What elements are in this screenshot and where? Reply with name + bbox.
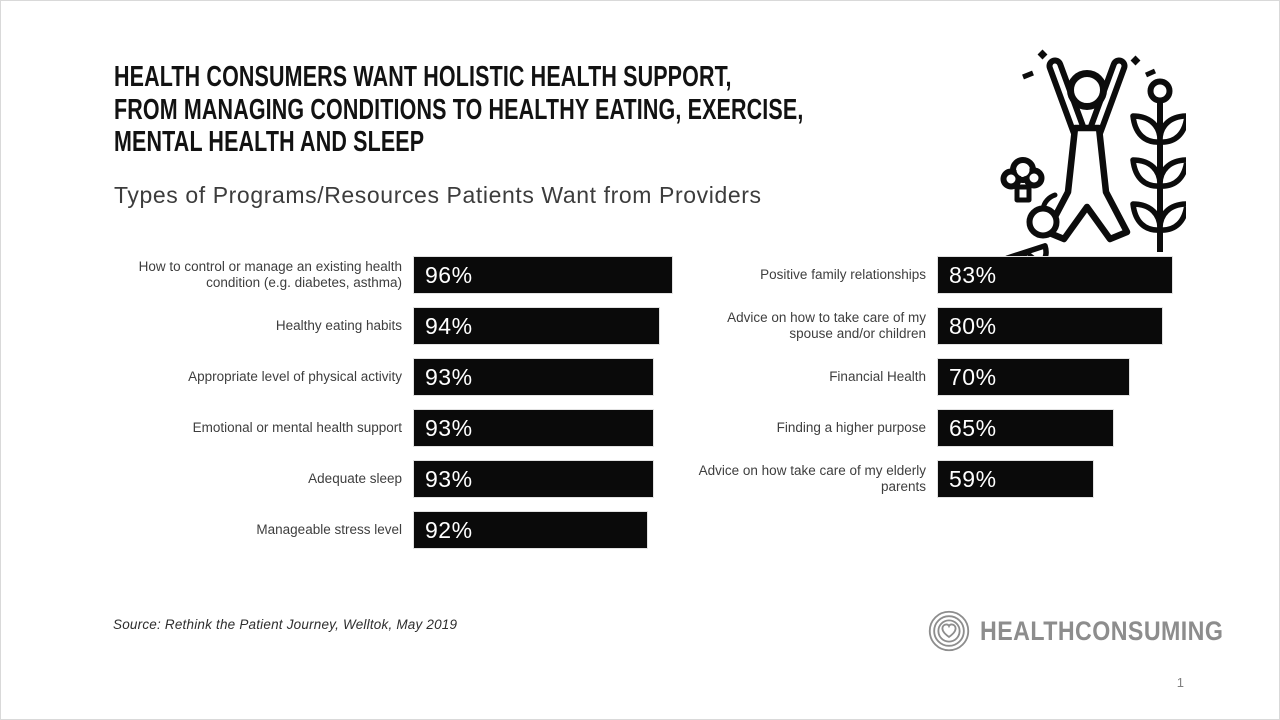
bar-row: Emotional or mental health support 93%: [101, 409, 672, 447]
bar: 93%: [413, 409, 654, 447]
bar-row: Advice on how to take care of my spouse …: [673, 307, 1172, 345]
bar-row: Financial Health 70%: [673, 358, 1172, 396]
bar-value: 94%: [425, 312, 473, 339]
bar: 96%: [413, 256, 673, 294]
bar-label: Advice on how to take care of my spouse …: [727, 309, 926, 342]
bar: 93%: [413, 460, 654, 498]
bar: 59%: [937, 460, 1094, 498]
bar-row: Healthy eating habits 94%: [101, 307, 672, 345]
bar-value: 93%: [425, 363, 473, 390]
bar: 93%: [413, 358, 654, 396]
bar-value: 93%: [425, 414, 473, 441]
chart-column-left: How to control or manage an existing hea…: [101, 256, 673, 563]
bar-row: Appropriate level of physical activity 93…: [101, 358, 672, 396]
bar-label: Adequate sleep: [308, 470, 402, 486]
broccoli-icon: [1000, 157, 1045, 203]
bar-label: Advice on how take care of my elderly pa…: [698, 462, 926, 495]
page-number: 1: [1176, 675, 1184, 690]
bar: 80%: [937, 307, 1163, 345]
bar: 94%: [413, 307, 660, 345]
chart-title: Types of Programs/Resources Patients Wan…: [114, 182, 762, 208]
bar-value: 80%: [949, 312, 997, 339]
bar-row: Manageable stress level 92%: [101, 511, 672, 549]
bar-value: 83%: [949, 261, 997, 288]
bar: 83%: [937, 256, 1173, 294]
bar: 65%: [937, 409, 1114, 447]
bar-label: Manageable stress level: [256, 521, 402, 537]
brand-logo: HEALTHCONSUMING: [927, 609, 1263, 653]
bar: 92%: [413, 511, 648, 549]
bar-value: 70%: [949, 363, 997, 390]
person-arms-raised-icon: [1043, 57, 1131, 243]
brand-name: HEALTHCONSUMING: [980, 615, 1224, 646]
bar-label: Appropriate level of physical activity: [188, 368, 402, 384]
bar-label: Finding a higher purpose: [776, 419, 926, 435]
source-note: Source: Rethink the Patient Journey, Wel…: [113, 617, 458, 632]
sparkles-icon: [1022, 49, 1157, 80]
bar-label: Healthy eating habits: [275, 317, 402, 333]
apple-icon: [1026, 192, 1060, 239]
chart-column-right: Positive family relationships 83% Advice o…: [673, 256, 1173, 512]
bar-label: Financial Health: [829, 368, 926, 384]
bar-label: Positive family relationships: [760, 266, 926, 282]
wheat-branch-icon: [1130, 78, 1186, 252]
bar-label: Emotional or mental health support: [192, 419, 402, 435]
bar-row: How to control or manage an existing hea…: [101, 256, 673, 294]
bar-row: Finding a higher purpose 65%: [673, 409, 1172, 447]
healthy-lifestyle-icon: [1000, 49, 1186, 271]
heart-rings-icon: [928, 610, 970, 652]
bar-row: Advice on how take care of my elderly pa…: [673, 460, 1172, 498]
bar-value: 96%: [425, 261, 473, 288]
bar-label: How to control or manage an existing hea…: [138, 258, 402, 291]
bar-row: Adequate sleep 93%: [101, 460, 672, 498]
bar-value: 92%: [425, 516, 473, 543]
bar-value: 93%: [425, 465, 473, 492]
bar-row: Positive family relationships 83%: [673, 256, 1173, 294]
bar: 70%: [937, 358, 1130, 396]
bar-value: 59%: [949, 465, 997, 492]
slide-title: HEALTH CONSUMERS WANT HOLISTIC HEALTH SU…: [114, 61, 804, 158]
bar-value: 65%: [949, 414, 997, 441]
